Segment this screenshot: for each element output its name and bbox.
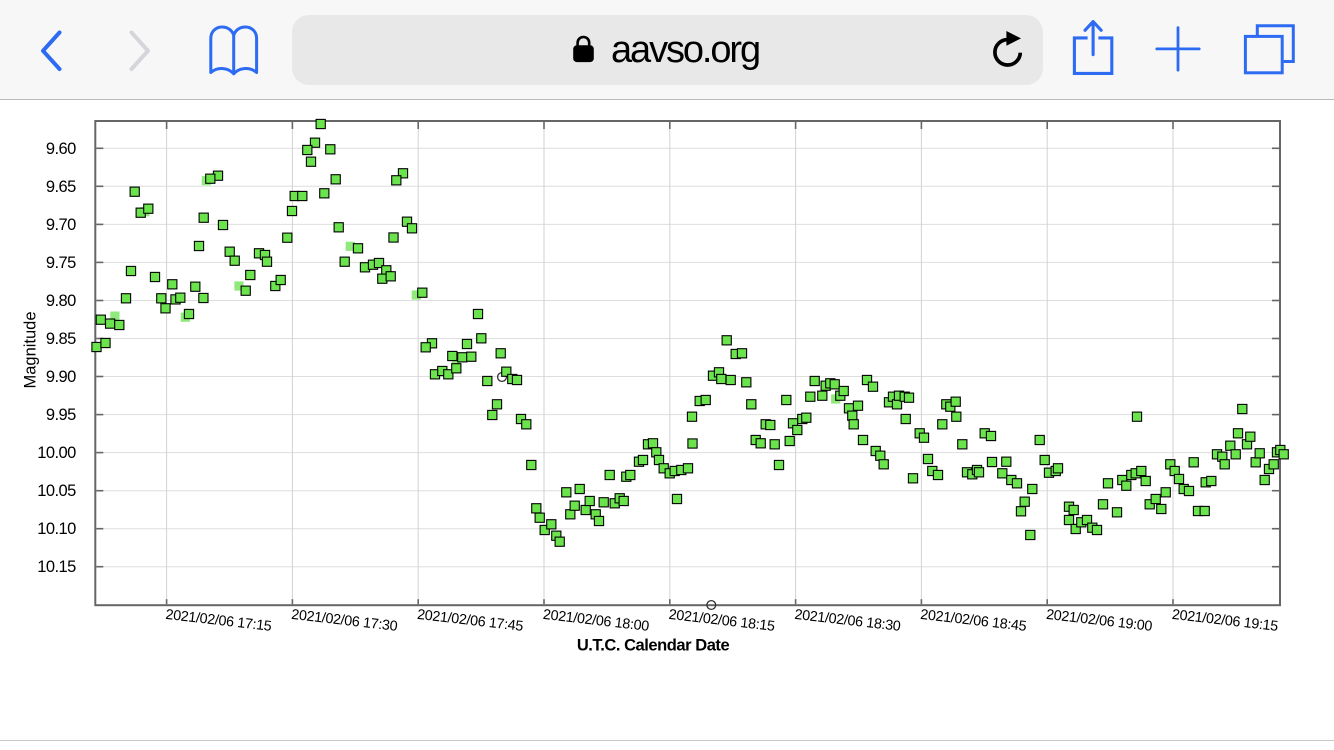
svg-text:9.85: 9.85: [46, 330, 76, 348]
svg-text:2021/02/06 18:30: 2021/02/06 18:30: [794, 607, 902, 635]
svg-text:2021/02/06 18:00: 2021/02/06 18:00: [542, 607, 650, 635]
svg-text:2021/02/06 18:45: 2021/02/06 18:45: [919, 607, 1027, 635]
svg-text:10.10: 10.10: [37, 520, 76, 538]
svg-text:10.05: 10.05: [37, 482, 76, 500]
svg-text:9.75: 9.75: [46, 254, 76, 272]
svg-text:10.00: 10.00: [37, 444, 76, 462]
svg-text:9.70: 9.70: [46, 216, 76, 234]
svg-text:10.15: 10.15: [37, 558, 76, 576]
svg-text:Magnitude: Magnitude: [22, 311, 40, 388]
svg-text:9.60: 9.60: [46, 140, 76, 158]
svg-text:9.65: 9.65: [46, 178, 76, 196]
svg-text:9.95: 9.95: [46, 406, 76, 424]
svg-text:2021/02/06 18:15: 2021/02/06 18:15: [668, 607, 776, 635]
svg-text:2021/02/06 17:15: 2021/02/06 17:15: [165, 607, 273, 635]
svg-text:2021/02/06 19:15: 2021/02/06 19:15: [1171, 607, 1279, 635]
svg-text:9.80: 9.80: [46, 292, 76, 310]
svg-text:U.T.C. Calendar Date: U.T.C. Calendar Date: [577, 637, 730, 655]
svg-text:9.90: 9.90: [46, 368, 76, 386]
svg-text:2021/02/06 19:00: 2021/02/06 19:00: [1045, 607, 1153, 635]
svg-text:2021/02/06 17:45: 2021/02/06 17:45: [416, 607, 524, 635]
svg-text:2021/02/06 17:30: 2021/02/06 17:30: [290, 607, 398, 635]
